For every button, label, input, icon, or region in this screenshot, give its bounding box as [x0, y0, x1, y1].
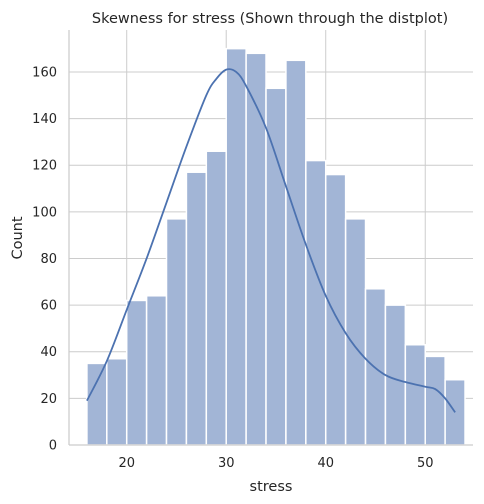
kde-curve-layer [86, 68, 456, 413]
histogram-bar [424, 355, 446, 446]
x-tick-label: 20 [118, 456, 135, 471]
histogram-bar [265, 87, 287, 446]
y-tick-label: 60 [40, 299, 57, 314]
histogram-bar [225, 47, 247, 446]
y-tick-label: 100 [32, 205, 57, 220]
y-tick-label: 120 [32, 159, 57, 174]
chart-title: Skewness for stress (Shown through the d… [92, 11, 448, 27]
y-tick-label: 20 [40, 392, 57, 407]
histogram-bar [305, 159, 327, 446]
tick-labels: 0 20 40 60 80 100 120 140 160 20 30 40 50 [32, 65, 433, 471]
x-tick-label: 30 [218, 456, 235, 471]
histogram-bar [185, 171, 208, 446]
histogram-bar [285, 59, 307, 446]
kde-curve [86, 68, 456, 413]
x-tick-label: 40 [317, 456, 334, 471]
y-tick-label: 80 [40, 252, 57, 267]
histogram-bar [86, 362, 108, 446]
y-tick-label: 0 [49, 439, 57, 454]
histogram-bar [324, 173, 347, 446]
histogram-bar [145, 295, 168, 446]
histogram-bar [165, 218, 188, 446]
histogram-bar [106, 357, 128, 446]
y-tick-label: 40 [40, 345, 57, 360]
y-tick-label: 140 [32, 112, 57, 127]
x-axis-label: stress [250, 479, 293, 495]
y-tick-label: 160 [32, 65, 57, 80]
axes [68, 30, 473, 446]
histogram-bars [86, 47, 466, 446]
histogram-bar [404, 343, 426, 446]
histogram-bar [205, 150, 227, 446]
histogram-bar [125, 299, 148, 446]
x-tick-label: 50 [417, 456, 434, 471]
histogram-bar [245, 52, 267, 446]
histogram-bar [344, 218, 367, 446]
histogram-bar [384, 304, 407, 446]
y-axis-label: Count [10, 216, 26, 259]
